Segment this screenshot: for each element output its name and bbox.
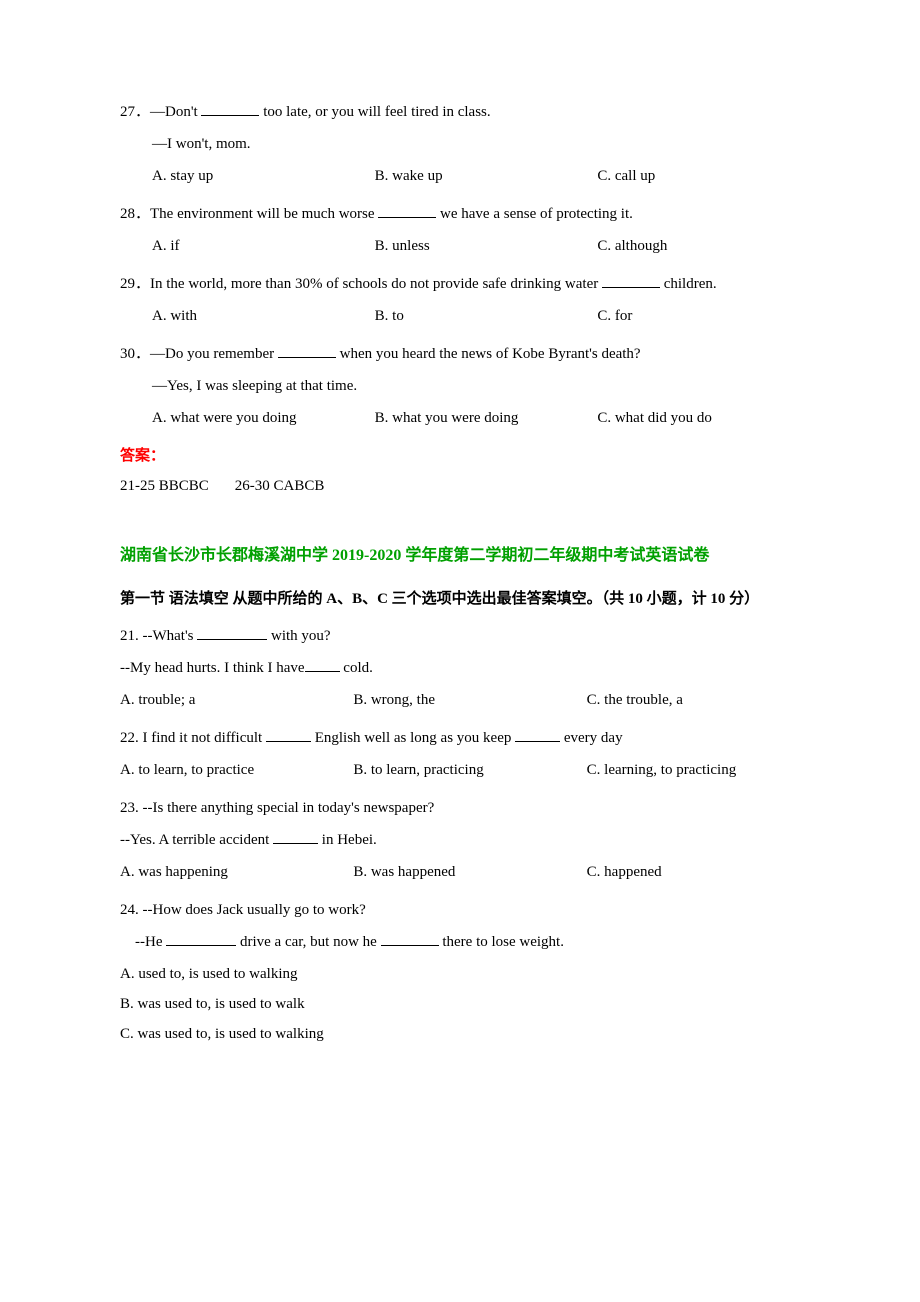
- q-num: 30: [120, 346, 135, 362]
- option-b: B. wake up: [375, 164, 598, 188]
- blank: [602, 287, 660, 288]
- option-b: B. to: [375, 304, 598, 328]
- options: A. to learn, to practice B. to learn, pr…: [120, 758, 820, 782]
- question-text: 24. --How does Jack usually go to work?: [120, 898, 820, 922]
- option-b: B. unless: [375, 234, 598, 258]
- option-b: B. to learn, practicing: [353, 758, 586, 782]
- options: A. what were you doing B. what you were …: [120, 406, 820, 430]
- option-c: C. was used to, is used to walking: [120, 1022, 820, 1046]
- sub-part2: cold.: [340, 660, 373, 676]
- question-text: 27．—Don't too late, or you will feel tir…: [120, 100, 820, 124]
- options: A. was happening B. was happened C. happ…: [120, 860, 820, 884]
- question-27: 27．—Don't too late, or you will feel tir…: [120, 100, 820, 188]
- answer-part2: 26-30 CABCB: [235, 478, 325, 494]
- options: A. with B. to C. for: [120, 304, 820, 328]
- question-28: 28．The environment will be much worse we…: [120, 202, 820, 258]
- q-part1: ．The environment will be much worse: [135, 206, 378, 222]
- option-b: B. wrong, the: [353, 688, 586, 712]
- question-22: 22. I find it not difficult English well…: [120, 726, 820, 782]
- blank: [381, 945, 439, 946]
- option-a: A. used to, is used to walking: [120, 962, 820, 986]
- q-part1: 21. --What's: [120, 628, 197, 644]
- option-b: B. was used to, is used to walk: [120, 992, 820, 1016]
- question-text: 30．—Do you remember when you heard the n…: [120, 342, 820, 366]
- question-text: 22. I find it not difficult English well…: [120, 726, 820, 750]
- option-c: C. what did you do: [597, 406, 820, 430]
- q-part1: ．—Do you remember: [135, 346, 278, 362]
- question-text: 21. --What's with you?: [120, 624, 820, 648]
- option-a: A. what were you doing: [152, 406, 375, 430]
- blank: [515, 741, 560, 742]
- question-23: 23. --Is there anything special in today…: [120, 796, 820, 884]
- options: A. stay up B. wake up C. call up: [120, 164, 820, 188]
- blank: [266, 741, 311, 742]
- option-b: B. what you were doing: [375, 406, 598, 430]
- blank: [278, 357, 336, 358]
- q-part2: we have a sense of protecting it.: [436, 206, 633, 222]
- blank: [201, 115, 259, 116]
- option-a: A. stay up: [152, 164, 375, 188]
- option-a: A. if: [152, 234, 375, 258]
- option-b: B. was happened: [353, 860, 586, 884]
- blank: [166, 945, 236, 946]
- q-part2: English well as long as you keep: [311, 730, 515, 746]
- q-part1: 22. I find it not difficult: [120, 730, 266, 746]
- sub-pre: --He: [135, 934, 166, 950]
- option-a: A. to learn, to practice: [120, 758, 353, 782]
- q-part2: with you?: [267, 628, 330, 644]
- question-24: 24. --How does Jack usually go to work? …: [120, 898, 820, 1046]
- option-a: A. with: [152, 304, 375, 328]
- q-part1: ．In the world, more than 30% of schools …: [135, 276, 602, 292]
- option-c: C. for: [597, 304, 820, 328]
- sub-part1: --My head hurts. I think I have: [120, 660, 305, 676]
- question-sub: --He drive a car, but now he there to lo…: [120, 930, 820, 954]
- options: A. if B. unless C. although: [120, 234, 820, 258]
- sub-part2: in Hebei.: [318, 832, 377, 848]
- section-header: 第一节 语法填空 从题中所给的 A、B、C 三个选项中选出最佳答案填空。（共 1…: [120, 583, 820, 616]
- question-text: 23. --Is there anything special in today…: [120, 796, 820, 820]
- options: A. trouble; a B. wrong, the C. the troub…: [120, 688, 820, 712]
- q-num: 27: [120, 104, 135, 120]
- question-subtext: —Yes, I was sleeping at that time.: [120, 374, 820, 398]
- sub-mid: drive a car, but now he: [236, 934, 380, 950]
- sub-part1: --Yes. A terrible accident: [120, 832, 273, 848]
- question-30: 30．—Do you remember when you heard the n…: [120, 342, 820, 430]
- question-21: 21. --What's with you? --My head hurts. …: [120, 624, 820, 712]
- answer-label: 答案：: [120, 444, 820, 468]
- option-a: A. trouble; a: [120, 688, 353, 712]
- option-c: C. although: [597, 234, 820, 258]
- option-c: C. the trouble, a: [587, 688, 820, 712]
- blank: [197, 639, 267, 640]
- option-c: C. happened: [587, 860, 820, 884]
- option-a: A. was happening: [120, 860, 353, 884]
- question-text: 29．In the world, more than 30% of school…: [120, 272, 820, 296]
- sub-post: there to lose weight.: [439, 934, 564, 950]
- q-part2: when you heard the news of Kobe Byrant's…: [336, 346, 641, 362]
- question-29: 29．In the world, more than 30% of school…: [120, 272, 820, 328]
- option-c: C. call up: [597, 164, 820, 188]
- q-part2: children.: [660, 276, 717, 292]
- question-text: 28．The environment will be much worse we…: [120, 202, 820, 226]
- question-sub: --Yes. A terrible accident in Hebei.: [120, 828, 820, 852]
- q-num: 29: [120, 276, 135, 292]
- option-c: C. learning, to practicing: [587, 758, 820, 782]
- q-part2: too late, or you will feel tired in clas…: [259, 104, 490, 120]
- exam-title: 湖南省长沙市长郡梅溪湖中学 2019-2020 学年度第二学期初二年级期中考试英…: [120, 538, 820, 573]
- blank: [378, 217, 436, 218]
- answer-text: 21-25 BBCBC 26-30 CABCB: [120, 474, 820, 498]
- blank: [305, 671, 340, 672]
- q-part1: ．—Don't: [135, 104, 201, 120]
- q-part3: every day: [560, 730, 622, 746]
- blank: [273, 843, 318, 844]
- q-num: 28: [120, 206, 135, 222]
- answer-part1: 21-25 BBCBC: [120, 478, 209, 494]
- question-sub: --My head hurts. I think I have cold.: [120, 656, 820, 680]
- question-subtext: —I won't, mom.: [120, 132, 820, 156]
